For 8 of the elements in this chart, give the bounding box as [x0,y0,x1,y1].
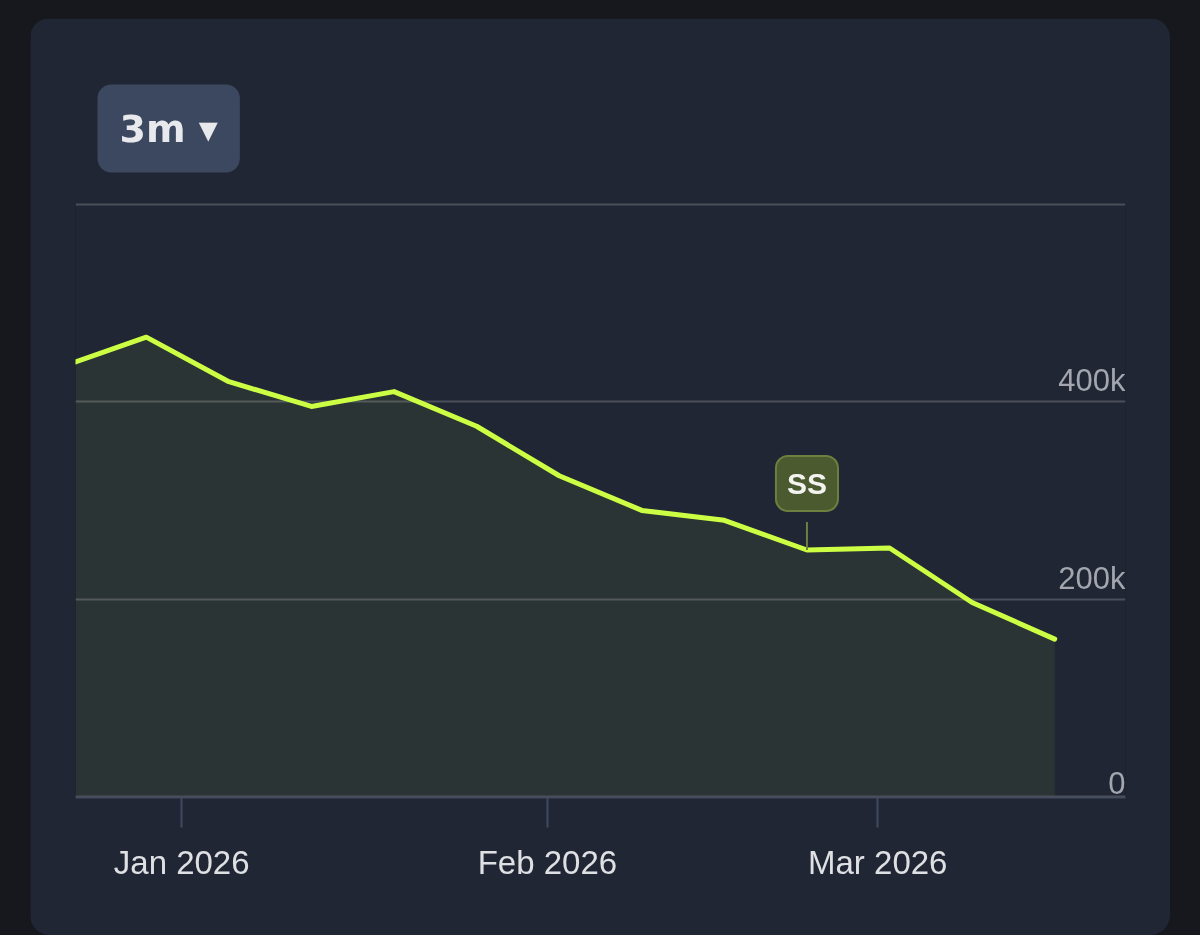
x-tick-label: Jan 2026 [113,843,250,881]
x-tick-label: Mar 2026 [808,843,948,881]
x-tick-label: Feb 2026 [477,843,618,881]
y-tick-label: 200k [1058,560,1126,596]
y-tick-label: 0 [1108,765,1126,801]
annotation: SS [786,467,827,500]
y-tick-label: 400k [1058,362,1126,398]
text: 3m ▾ [119,106,218,151]
